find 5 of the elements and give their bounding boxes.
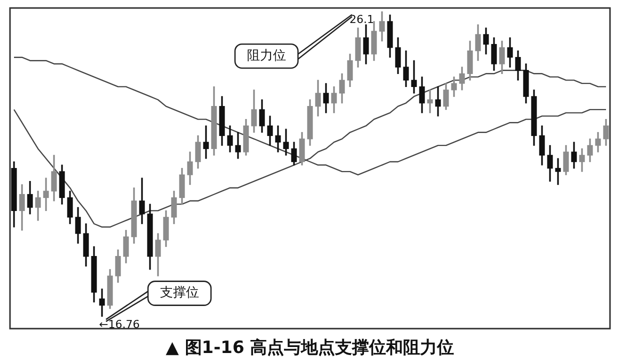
annotation: 阻力位 xyxy=(247,48,286,64)
annotation: 26.1 xyxy=(350,13,374,26)
text: ▲ 图1-16 高点与地点支撑位和阻力位 xyxy=(166,338,454,358)
text: ←16.76 xyxy=(99,318,140,331)
annotation: 支撑位 xyxy=(160,286,199,301)
